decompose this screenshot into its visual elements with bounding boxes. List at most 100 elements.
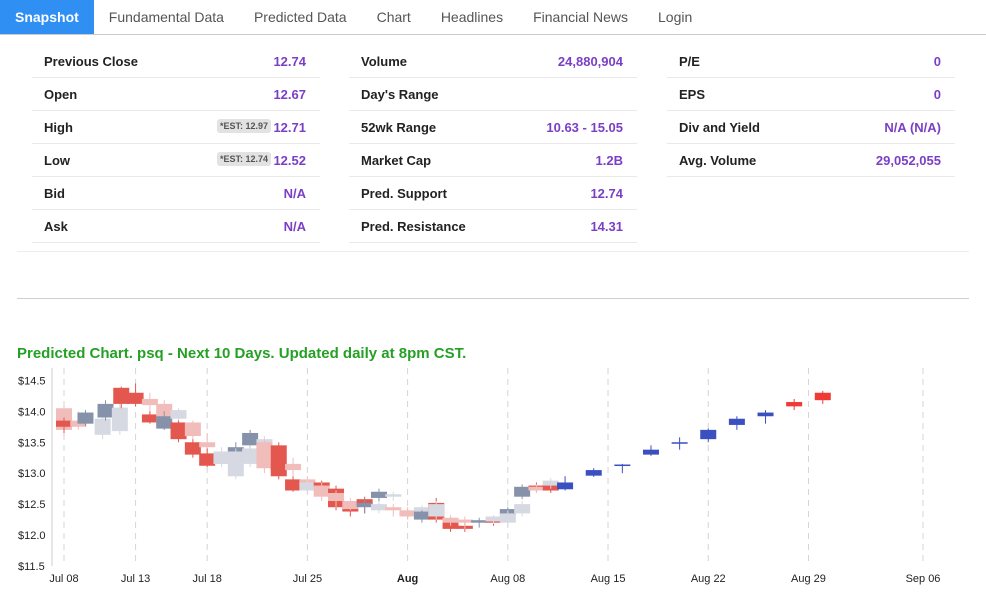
candle-body [614, 464, 631, 467]
x-tick-label: Jul 18 [192, 573, 221, 585]
candle-body [113, 387, 130, 404]
tab-chart[interactable]: Chart [376, 9, 411, 25]
snapshot-col-2: Volume 24,880,904 Day's Range 52wk Range 10.… [349, 45, 637, 243]
candle-body [370, 491, 387, 498]
candle-body [170, 422, 187, 440]
row-value: 12.52 [273, 153, 306, 168]
row-label: Low [44, 153, 70, 168]
candle-body [514, 504, 531, 514]
candle-body [542, 480, 559, 486]
snapshot-row: Div and Yield N/A (N/A) [667, 111, 955, 144]
row-value: 10.63 - 15.05 [546, 120, 623, 135]
candle-body [242, 432, 259, 446]
row-label: EPS [679, 87, 706, 102]
row-label: Volume [361, 54, 407, 69]
candle-body [141, 398, 158, 406]
row-value: 0 [933, 54, 941, 69]
tab-financial-news[interactable]: Financial News [533, 9, 629, 25]
row-label: High [44, 120, 73, 135]
candle-body [499, 513, 516, 523]
candle-body [184, 442, 201, 455]
candle-body [94, 418, 111, 435]
x-tick-label: Aug 22 [691, 573, 726, 585]
snapshot-row: Avg. Volume 29,052,055 [667, 144, 955, 177]
y-tick-label: $11.5 [18, 561, 45, 573]
row-label: Div and Yield [679, 120, 760, 135]
candle-body [270, 445, 287, 471]
snapshot-row: Bid N/A [32, 177, 320, 210]
row-value: 0 [933, 87, 941, 102]
candle-body [671, 442, 688, 444]
candle-body [270, 467, 287, 477]
snapshot-row: Pred. Support 12.74 [349, 177, 637, 210]
row-label: Pred. Resistance [361, 219, 466, 234]
x-tick-label: Aug 29 [791, 573, 826, 585]
candle-body [700, 429, 717, 440]
candle-body [328, 492, 345, 502]
row-label: Market Cap [361, 153, 432, 168]
candle-body [227, 451, 244, 477]
row-value: N/A [283, 186, 306, 201]
row-value: 24,880,904 [557, 54, 623, 69]
row-value: 12.67 [273, 87, 306, 102]
candle-body [199, 453, 216, 466]
candle-body [199, 442, 216, 448]
snapshot-col-1: Previous Close 12.74 Open 12.67 High *EST: 12… [32, 45, 320, 243]
tab-login[interactable]: Login [658, 9, 693, 25]
snapshot-row: Day's Range [349, 78, 637, 111]
candle-body [256, 442, 273, 469]
row-value: 14.31 [590, 219, 623, 234]
row-value: N/A (N/A) [884, 120, 941, 135]
snapshot-row: 52wk Range 10.63 - 15.05 [349, 111, 637, 144]
y-tick-label: $12.5 [18, 499, 46, 511]
x-tick-label: Aug 15 [591, 573, 626, 585]
candle-body [97, 403, 114, 418]
candle-body [385, 507, 402, 511]
candle-body [485, 516, 502, 522]
tab-fundamental-data[interactable]: Fundamental Data [108, 9, 224, 25]
candle-body [184, 422, 201, 437]
row-label: Open [44, 87, 78, 102]
candle-body [342, 501, 359, 510]
candle-body [728, 418, 745, 425]
row-value: 12.74 [273, 54, 306, 69]
candle-body [156, 416, 173, 429]
x-tick-label: Sep 06 [906, 573, 941, 585]
row-value: N/A [283, 219, 306, 234]
y-tick-label: $14.0 [18, 406, 46, 418]
divider [17, 251, 969, 252]
candle-body [385, 494, 402, 497]
row-label: Pred. Support [361, 186, 447, 201]
tab-predicted-data[interactable]: Predicted Data [253, 9, 347, 25]
candle-body [56, 420, 72, 427]
row-value: 12.71 [273, 120, 306, 135]
candle-body [528, 486, 545, 491]
candle-body [127, 392, 144, 404]
candle-body [170, 410, 187, 419]
candle-body [141, 414, 158, 423]
snapshot-row: Low *EST: 12.74 12.52 [32, 144, 320, 177]
row-label: 52wk Range [361, 120, 437, 135]
x-tick-label: Jul 08 [49, 573, 78, 585]
candle-body [299, 482, 316, 491]
row-label: Avg. Volume [679, 153, 757, 168]
estimate-badge: *EST: 12.97 [216, 119, 271, 133]
candle-body [285, 463, 302, 471]
candle-body [77, 412, 94, 424]
row-label: Bid [44, 186, 65, 201]
estimate-badge: *EST: 12.74 [216, 152, 271, 166]
row-value: 1.2B [595, 153, 623, 168]
candle-body [399, 510, 416, 517]
snapshot-row: P/E 0 [667, 45, 955, 78]
x-tick-label: Aug 08 [490, 573, 525, 585]
x-tick-label: Aug [397, 573, 418, 585]
tab-headlines[interactable]: Headlines [440, 9, 504, 25]
snapshot-row: Market Cap 1.2B [349, 144, 637, 177]
tab-snapshot[interactable]: Snapshot [0, 0, 94, 34]
candle-body [442, 517, 459, 523]
row-label: P/E [679, 54, 700, 69]
candle-body [242, 448, 259, 464]
y-tick-label: $12.0 [18, 530, 46, 542]
candle-body [557, 482, 574, 490]
